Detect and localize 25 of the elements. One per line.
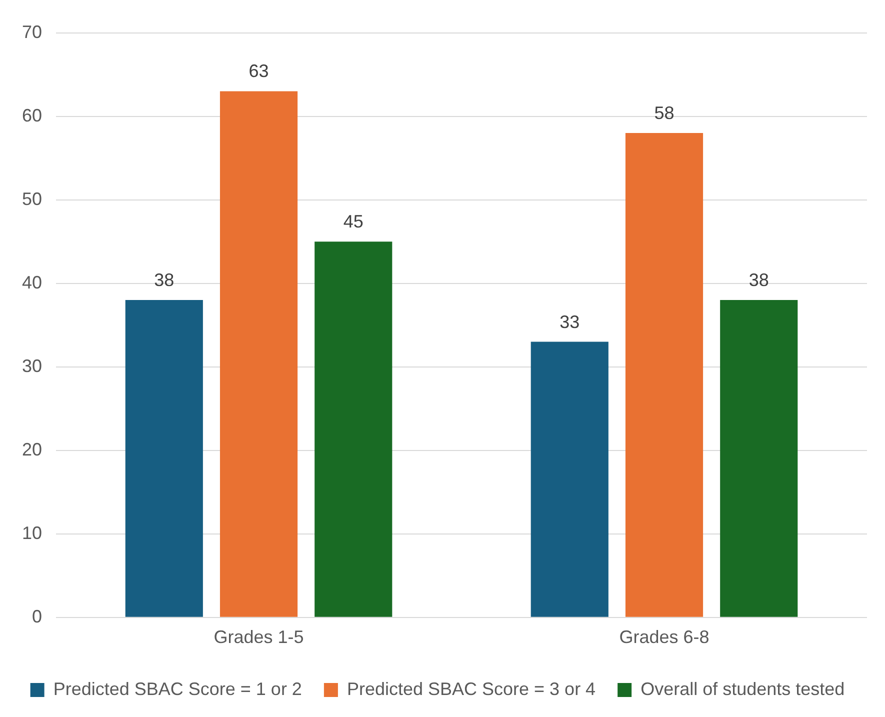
bar bbox=[530, 342, 608, 617]
x-tick-label: Grades 1-5 bbox=[214, 627, 304, 648]
x-tick-label: Grades 6-8 bbox=[619, 627, 710, 648]
legend-label: Predicted SBAC Score = 1 or 2 bbox=[53, 678, 302, 699]
legend-label: Predicted SBAC Score = 3 or 4 bbox=[346, 678, 596, 699]
data-label: 63 bbox=[248, 61, 269, 82]
bar bbox=[625, 133, 704, 617]
y-tick-label: 70 bbox=[22, 22, 42, 42]
y-tick-label: 30 bbox=[22, 356, 42, 376]
y-tick-label: 20 bbox=[22, 439, 42, 460]
data-label: 33 bbox=[560, 312, 580, 332]
data-label: 38 bbox=[154, 270, 174, 290]
bar bbox=[125, 300, 203, 617]
y-tick-label: 10 bbox=[22, 522, 42, 543]
bar bbox=[720, 300, 798, 617]
y-tick-label: 0 bbox=[32, 606, 42, 626]
legend-label: Overall of students tested bbox=[640, 678, 845, 699]
data-label: 45 bbox=[343, 212, 364, 232]
y-tick-label: 40 bbox=[22, 272, 42, 292]
y-tick-label: 60 bbox=[22, 105, 42, 126]
y-tick-label: 50 bbox=[22, 188, 42, 209]
bar bbox=[314, 242, 392, 617]
data-label: 38 bbox=[748, 270, 769, 290]
bar bbox=[220, 91, 298, 617]
data-label: 58 bbox=[654, 102, 674, 123]
